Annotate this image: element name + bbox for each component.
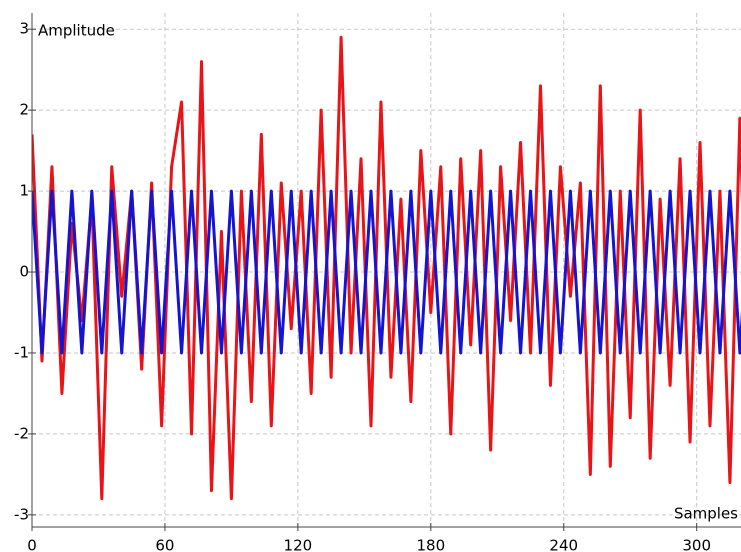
y-tick-label: 1	[19, 182, 29, 200]
axes: -3 -2 -1 0 1 2 3 0 60 120 180 240 300	[14, 13, 741, 552]
x-tick-label: 60	[155, 537, 174, 552]
x-tick-label: 240	[549, 537, 578, 552]
x-tick-label: 120	[284, 537, 313, 552]
y-tick-label: 3	[19, 20, 29, 38]
y-axis-label: Amplitude	[38, 22, 115, 40]
series-line	[32, 189, 741, 355]
x-tick-label: 0	[27, 537, 37, 552]
x-tick-label: 180	[416, 537, 445, 552]
y-tick-label: 2	[19, 101, 29, 119]
y-tick-label: -2	[14, 424, 29, 442]
x-axis-label: Samples	[674, 505, 738, 523]
x-tick-label: 300	[682, 537, 711, 552]
y-tick-label: -1	[14, 343, 29, 361]
y-tick-label: -3	[14, 505, 29, 523]
plot-area	[32, 35, 741, 501]
y-tick-label: 0	[19, 263, 29, 281]
